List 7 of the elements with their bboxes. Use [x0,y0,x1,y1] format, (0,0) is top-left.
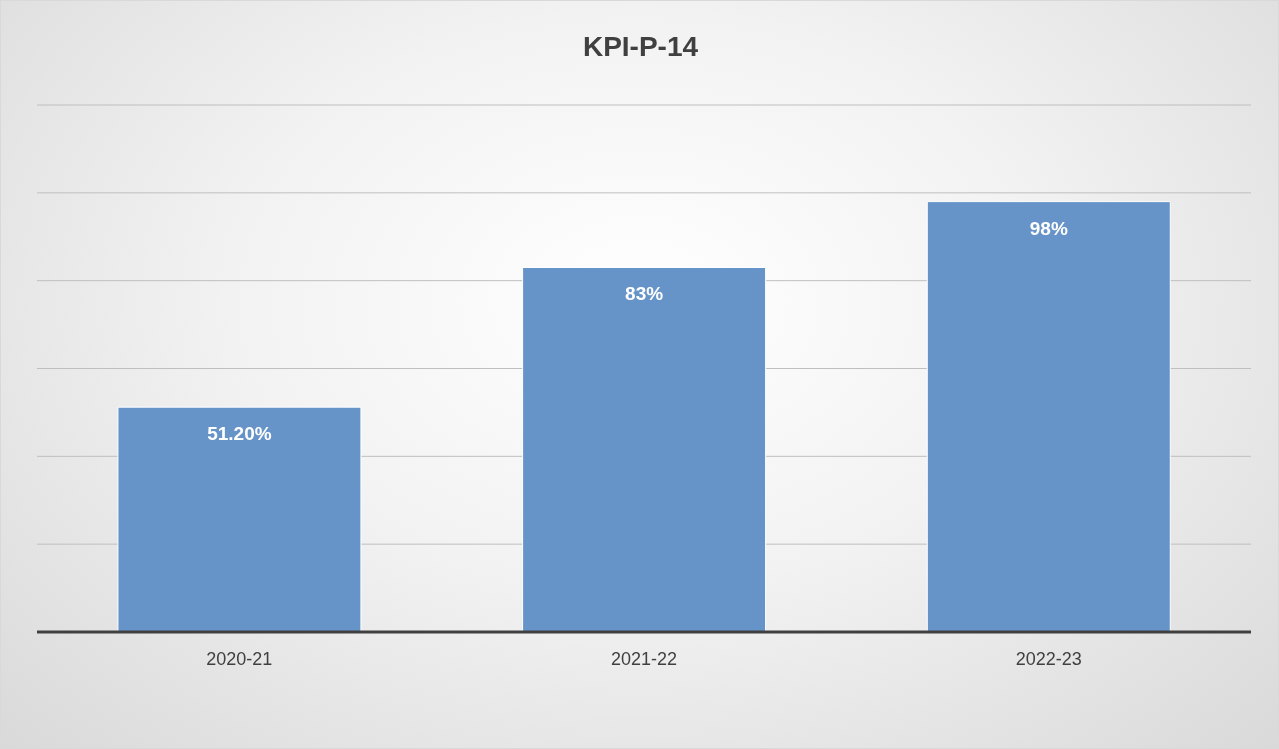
x-tick-label: 2020-21 [206,648,273,669]
data-label: 51.20% [207,423,272,445]
x-tick-label: 2021-22 [610,648,678,669]
data-label: 83% [625,283,664,305]
data-label: 98% [1029,217,1068,239]
chart-title: KPI-P-14 [581,31,700,63]
x-tick-label: 2022-23 [1015,648,1082,669]
